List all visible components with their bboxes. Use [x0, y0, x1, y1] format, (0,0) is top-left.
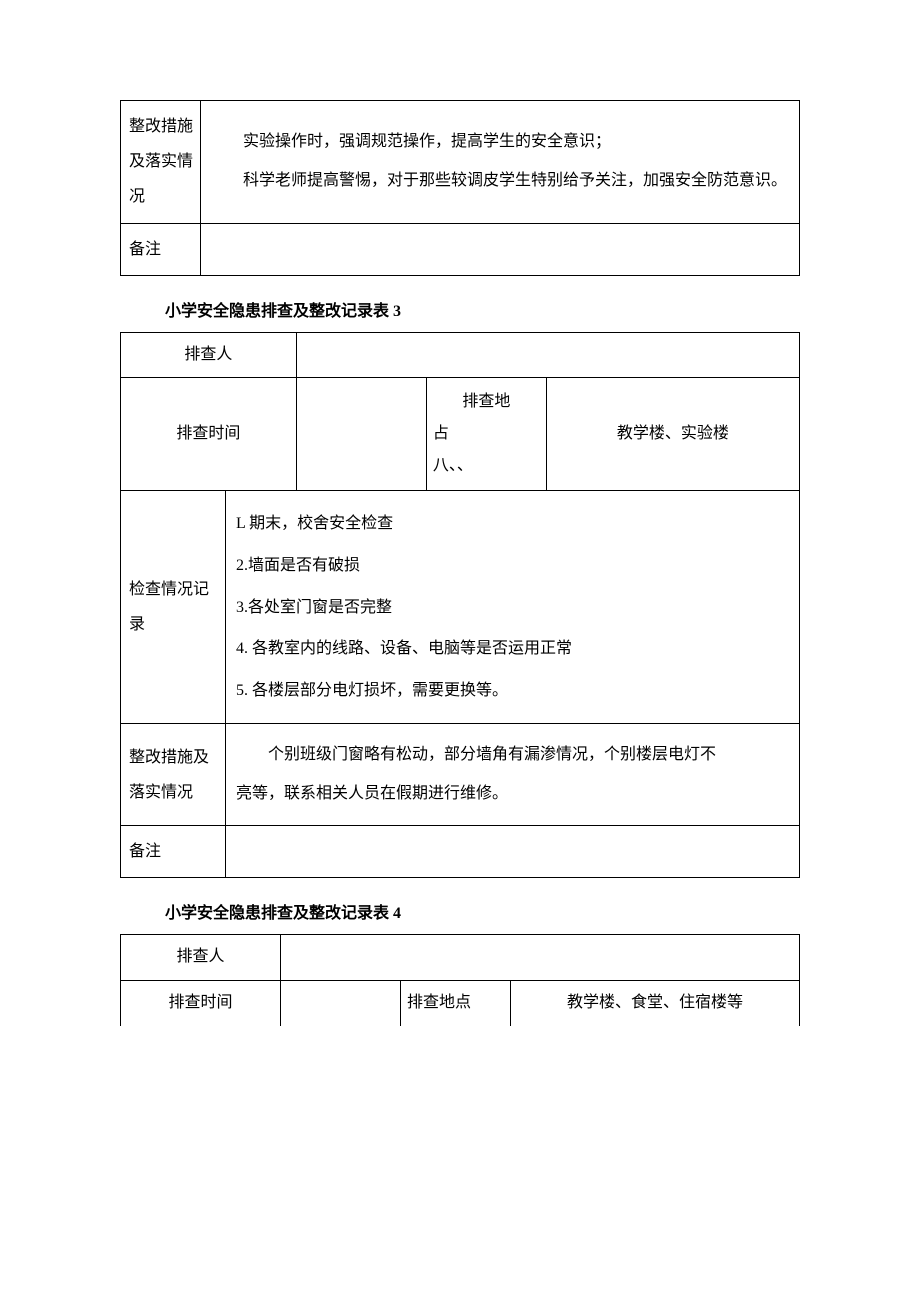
- fix-label-cell: 整改措施及落实情况: [121, 101, 201, 224]
- t3-place-label-cell: 排查地 占 八、、: [426, 378, 546, 491]
- t3-inspector-value: [296, 332, 799, 378]
- t3-check-content: L 期末，校舍安全检查 2.墙面是否有破损 3.各处室门窗是否完整 4. 各教室…: [226, 491, 800, 724]
- table-partial-top: 整改措施及落实情况 实验操作时，强调规范操作，提高学生的安全意识； 科学老师提高…: [120, 100, 800, 276]
- t3-check-l5: 5. 各楼层部分电灯损坏，需要更换等。: [236, 670, 789, 712]
- fix-content-cell: 实验操作时，强调规范操作，提高学生的安全意识； 科学老师提高警惕，对于那些较调皮…: [201, 101, 800, 224]
- t3-fix-l1: 个别班级门窗略有松动，部分墙角有漏渗情况，个别楼层电灯不: [236, 736, 789, 774]
- t4-time-label: 排查时间: [121, 980, 281, 1025]
- t3-time-label: 排查时间: [121, 378, 297, 491]
- t3-note-value: [226, 826, 800, 878]
- note-label-cell: 备注: [121, 223, 201, 275]
- fix-line2: 科学老师提高警惕，对于那些较调皮学生特别给予关注，加强安全防范意识。: [211, 162, 789, 200]
- t3-note-label: 备注: [121, 826, 226, 878]
- t3-place-label-l1: 排查地: [433, 386, 540, 418]
- t3-fix-l2: 亮等，联系相关人员在假期进行维修。: [236, 775, 789, 813]
- t4-inspector-label: 排查人: [121, 935, 281, 981]
- t3-place-label-l3: 八、、: [433, 450, 540, 482]
- t3-check-l3: 3.各处室门窗是否完整: [236, 587, 789, 629]
- t4-inspector-value: [281, 935, 800, 981]
- t3-check-l2: 2.墙面是否有破损: [236, 545, 789, 587]
- table-title-3: 小学安全隐患排查及整改记录表 3: [165, 298, 800, 327]
- fix-label: 整改措施及落实情况: [129, 118, 193, 205]
- t3-fix-label: 整改措施及落实情况: [121, 724, 226, 826]
- t3-fix-content: 个别班级门窗略有松动，部分墙角有漏渗情况，个别楼层电灯不 亮等，联系相关人员在假…: [226, 724, 800, 826]
- fix-line1: 实验操作时，强调规范操作，提高学生的安全意识；: [211, 123, 789, 161]
- t3-check-l1: L 期末，校舍安全检查: [236, 503, 789, 545]
- table-4: 排查人 排查时间 排查地点 教学楼、食堂、住宿楼等: [120, 934, 800, 1026]
- t4-place-value: 教学楼、食堂、住宿楼等: [511, 980, 800, 1025]
- t4-time-value: [281, 980, 401, 1025]
- t3-place-value: 教学楼、实验楼: [546, 378, 799, 491]
- table-3: 排查人 排查时间 排查地 占 八、、 教学楼、实验楼 检查情况记录 L 期末，校…: [120, 332, 800, 879]
- note-content-cell: [201, 223, 800, 275]
- t3-time-value: [296, 378, 426, 491]
- t4-place-label: 排查地点: [401, 980, 511, 1025]
- t3-check-label: 检查情况记录: [121, 491, 226, 724]
- t3-place-label-l2: 占: [433, 418, 540, 450]
- table-title-4: 小学安全隐患排查及整改记录表 4: [165, 900, 800, 929]
- t3-inspector-label: 排查人: [121, 332, 297, 378]
- t3-check-l4: 4. 各教室内的线路、设备、电脑等是否运用正常: [236, 628, 789, 670]
- note-label: 备注: [129, 241, 161, 258]
